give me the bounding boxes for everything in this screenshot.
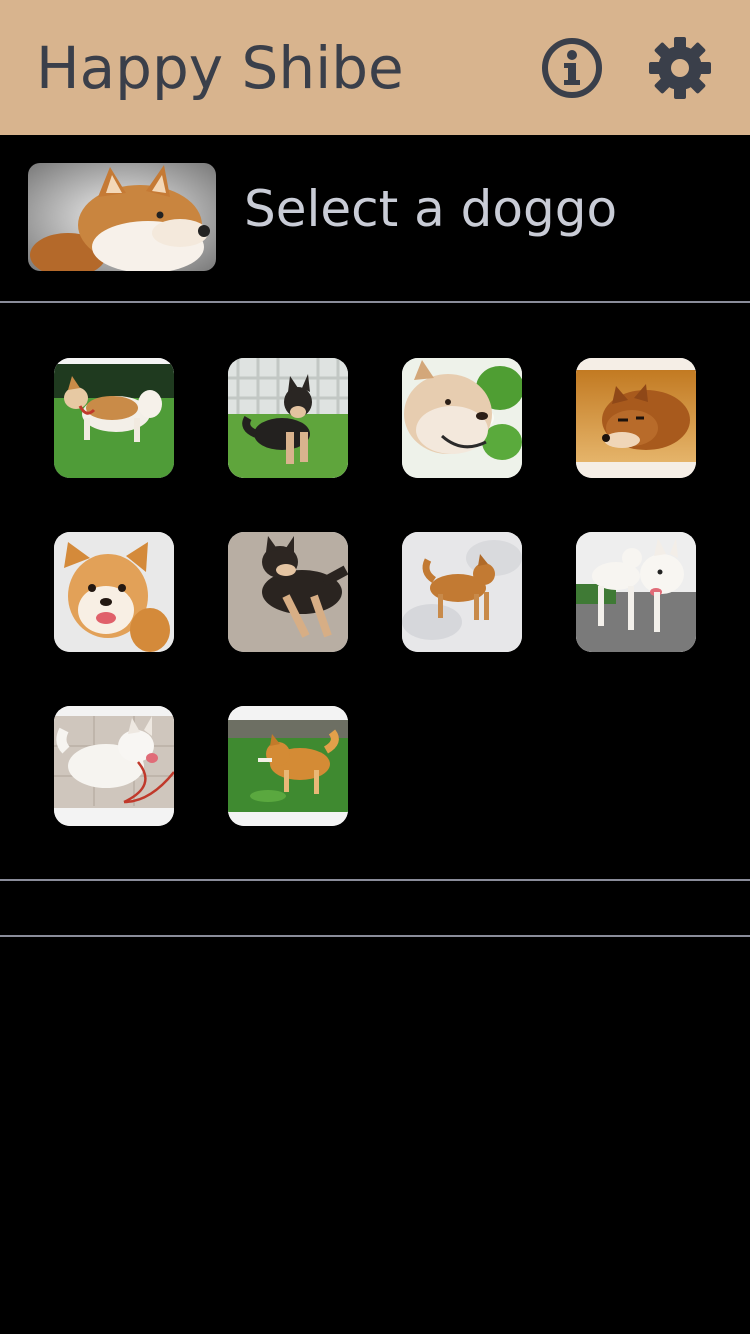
selected-doggo-row: Select a doggo xyxy=(0,135,750,302)
selected-doggo-label: Select a doggo xyxy=(244,180,618,238)
doggo-thumb-1[interactable] xyxy=(54,358,174,478)
doggo-thumb-9[interactable] xyxy=(54,706,174,826)
divider-bottom xyxy=(0,935,750,937)
app-title: Happy Shibe xyxy=(36,34,404,102)
info-icon xyxy=(540,36,604,104)
doggo-thumb-8[interactable] xyxy=(576,532,696,652)
doggo-thumb-2[interactable] xyxy=(228,358,348,478)
doggo-thumb-6[interactable] xyxy=(228,532,348,652)
app-header: Happy Shibe xyxy=(0,0,750,135)
doggo-thumb-5[interactable] xyxy=(54,532,174,652)
settings-button[interactable] xyxy=(646,36,714,104)
selected-doggo-image xyxy=(28,163,216,271)
divider-middle xyxy=(0,879,750,881)
doggo-thumb-7[interactable] xyxy=(402,532,522,652)
info-button[interactable] xyxy=(538,36,606,104)
divider-top xyxy=(0,301,750,303)
gear-icon xyxy=(647,35,713,105)
doggo-thumb-3[interactable] xyxy=(402,358,522,478)
doggo-thumb-10[interactable] xyxy=(228,706,348,826)
doggo-thumb-4[interactable] xyxy=(576,358,696,478)
